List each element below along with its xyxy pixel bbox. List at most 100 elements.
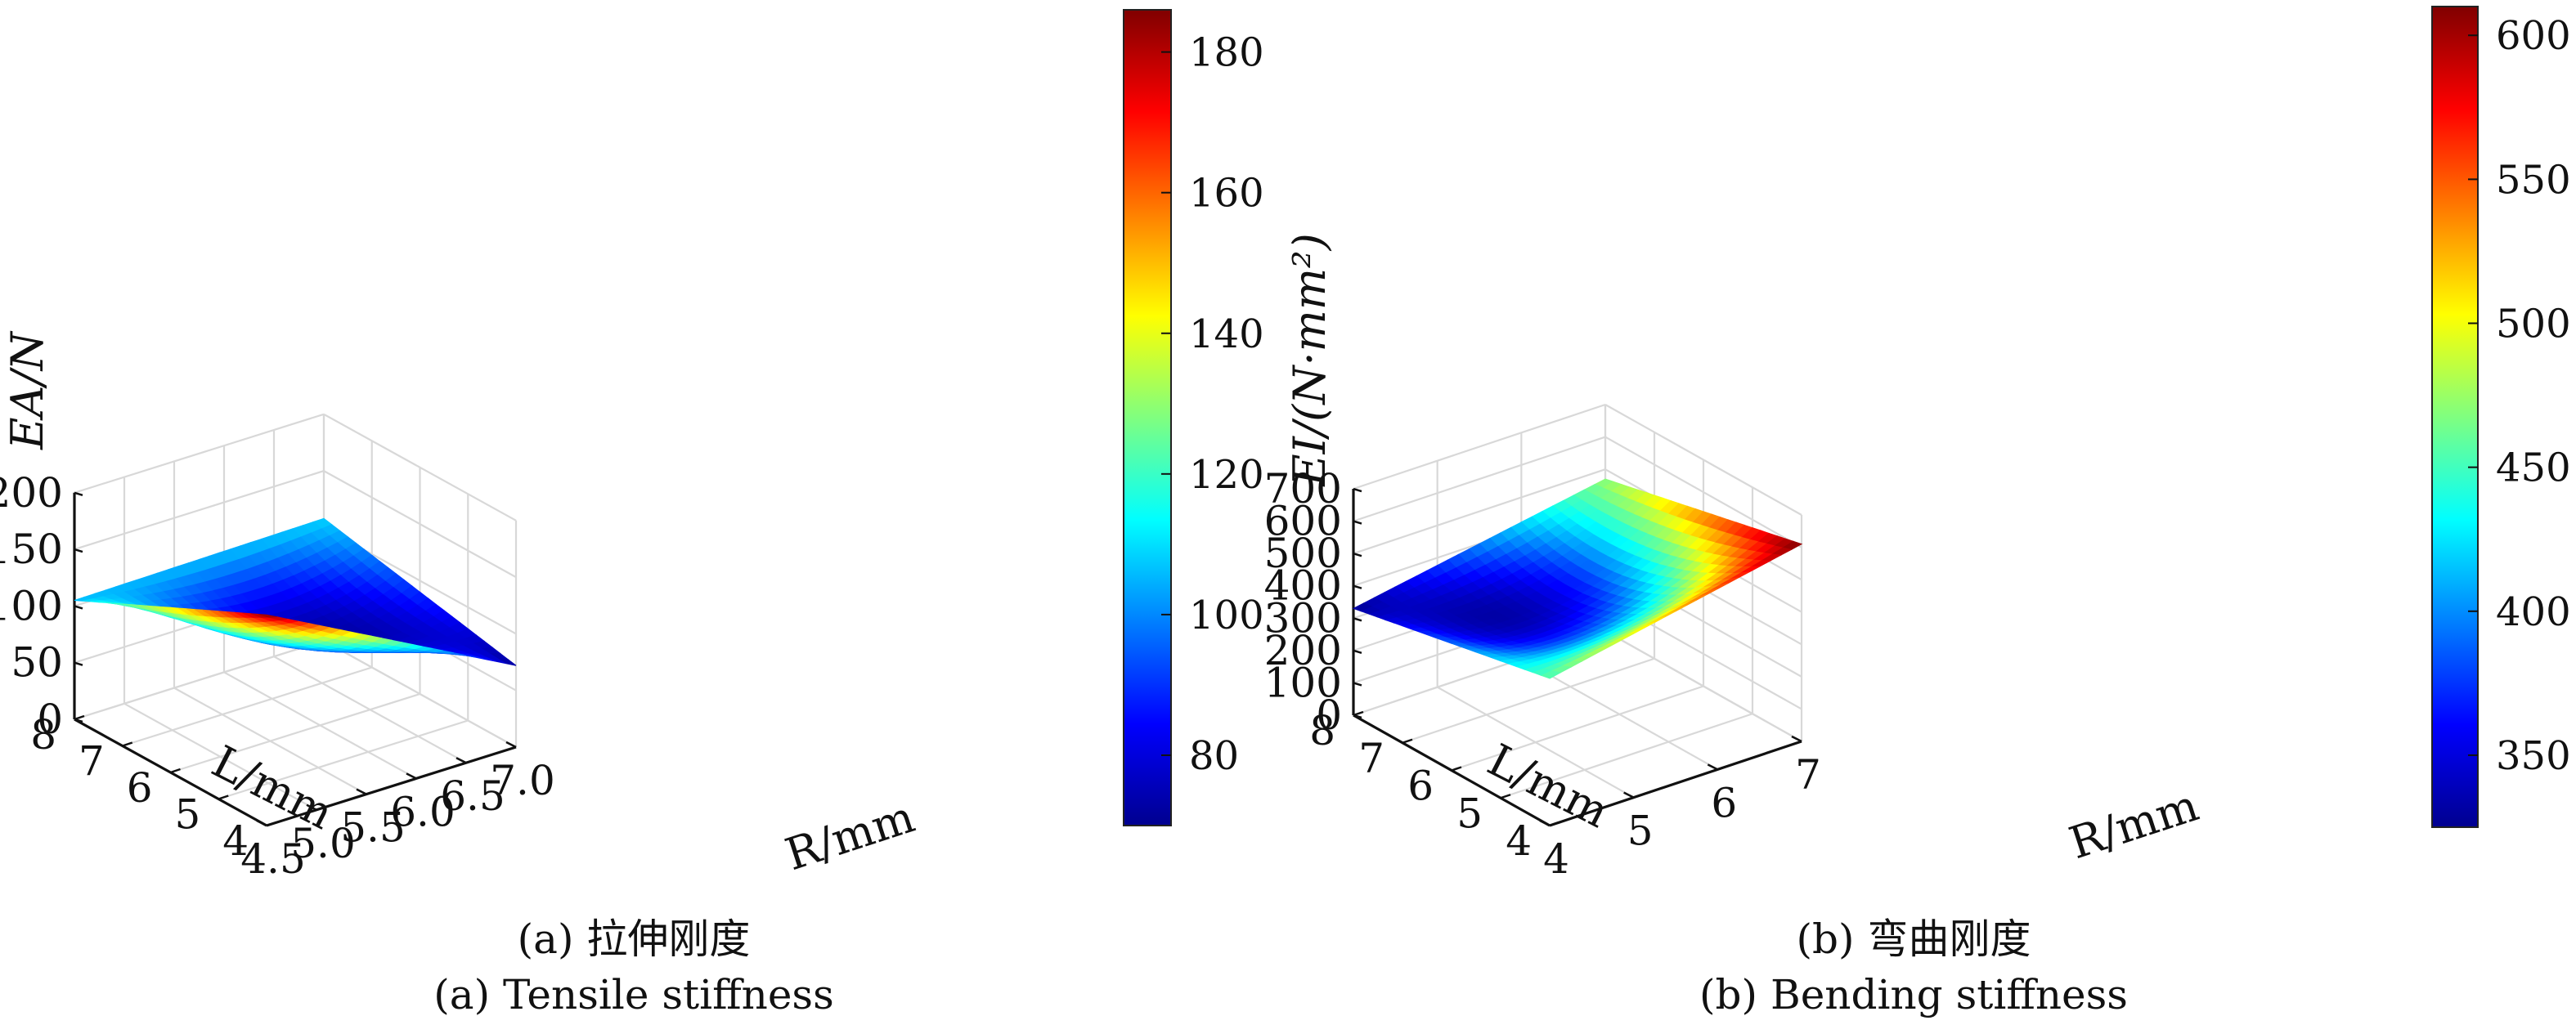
x-tick-label: 6 <box>1711 779 1737 826</box>
z-tick-mark <box>1353 520 1362 525</box>
z-tick-label: 200 <box>0 469 63 517</box>
colorbar-tick-label: 100 <box>1189 593 1264 638</box>
panel-b-caption-cn: (b) 弯曲刚度 <box>1797 915 2031 963</box>
colorbar-tick-label: 180 <box>1189 30 1264 76</box>
z-tick-mark <box>74 661 83 666</box>
grid-line <box>1353 403 1606 490</box>
z-tick-label: 200 <box>1264 627 1342 674</box>
z-tick-label: 100 <box>0 582 63 629</box>
x-tick-label: 5.5 <box>340 804 406 852</box>
x-axis-line <box>266 745 517 827</box>
grid-line <box>74 639 325 721</box>
colorbar-tick-label: 550 <box>2496 157 2571 203</box>
y-tick-mark <box>218 794 229 800</box>
grid-line <box>1353 436 1606 522</box>
y-tick-label: 5 <box>174 791 200 839</box>
y-tick-mark <box>1549 821 1560 827</box>
x-tick-label: 4.5 <box>240 835 306 883</box>
y-tick-label: 8 <box>1309 707 1335 754</box>
panel-a-xlabel: R/mm <box>779 791 921 881</box>
y-tick-mark <box>122 741 133 747</box>
x-tick-label: 5 <box>1627 808 1654 855</box>
colorbar-tick-label: 160 <box>1189 171 1264 217</box>
y-tick-mark <box>170 768 181 774</box>
grid-line <box>323 470 517 579</box>
panel-b-colorbar-ticks: 350 400 450 500 550 600 <box>2468 13 2571 779</box>
surface-patch <box>258 614 277 618</box>
x-tick-mark <box>456 757 467 764</box>
y-tick-label: 4 <box>222 817 249 865</box>
colorbar-tick-label: 600 <box>2496 13 2571 59</box>
colorbar-tick-label: 500 <box>2496 302 2571 347</box>
z-tick-label: 0 <box>1316 692 1342 739</box>
x-tick-mark <box>406 772 417 780</box>
surface-patch <box>1540 670 1562 679</box>
panel-a-surface <box>74 517 517 666</box>
panel-a-colorbar <box>1123 9 1172 826</box>
colorbar-tick-label: 350 <box>2496 733 2571 779</box>
grid-line <box>170 692 420 774</box>
grid-line <box>1604 630 1802 742</box>
y-tick-label: 6 <box>127 764 153 812</box>
z-tick-label: 700 <box>1264 465 1342 512</box>
x-tick-label: 4 <box>1543 835 1569 883</box>
panel-a-zlabel: EA/N <box>2 330 53 450</box>
y-tick-mark <box>74 714 85 721</box>
z-tick-mark <box>74 605 83 610</box>
x-tick-label: 6.0 <box>390 788 456 835</box>
z-tick-mark <box>74 548 83 553</box>
colorbar-tick-label: 450 <box>2496 445 2571 491</box>
grid-line <box>1500 713 1753 799</box>
x-tick-mark <box>356 788 367 795</box>
colorbar-tick-label: 140 <box>1189 311 1264 357</box>
x-tick-mark <box>306 803 317 811</box>
panel-b-caption-en: (b) Bending stiffness <box>1699 971 2128 1018</box>
grid-line <box>1402 657 1655 744</box>
x-axis-line <box>1549 740 1802 827</box>
z-tick-mark <box>1353 617 1362 622</box>
panel-a-caption-cn: (a) 拉伸刚度 <box>518 915 751 963</box>
x-tick-label: 7 <box>1795 751 1821 799</box>
grid-line <box>1451 685 1704 772</box>
z-tick-mark <box>74 491 83 496</box>
grid-line <box>218 719 469 800</box>
colorbar-tick-label: 80 <box>1189 733 1239 779</box>
z-tick-label: 600 <box>1264 498 1342 545</box>
y-tick-mark <box>1500 794 1511 799</box>
x-tick-mark <box>1623 791 1635 799</box>
z-tick-mark <box>1353 487 1362 493</box>
z-tick-label: 150 <box>0 526 63 573</box>
panel-b-xlabel: R/mm <box>2063 780 2205 870</box>
y-tick-label: 4 <box>1506 817 1532 865</box>
panel-a-caption-en: (a) Tensile stiffness <box>433 971 833 1018</box>
z-tick-label: 50 <box>11 639 63 687</box>
x-tick-label: 7.0 <box>490 757 555 804</box>
colorbar-tick-label: 120 <box>1189 452 1264 498</box>
y-tick-mark <box>1402 738 1413 744</box>
x-tick-mark <box>256 819 267 827</box>
x-tick-label: 6.5 <box>440 772 505 820</box>
z-tick-mark <box>1353 649 1362 655</box>
panel-a-colorbar-ticks: 80 100 120 140 160 180 <box>1161 30 1264 779</box>
grid-line <box>323 640 517 748</box>
x-tick-mark <box>1791 735 1802 743</box>
x-tick-label: 5.0 <box>290 820 356 867</box>
z-tick-label: 400 <box>1264 562 1342 610</box>
y-tick-label: 8 <box>30 711 56 759</box>
z-tick-label: 500 <box>1264 530 1342 577</box>
grid-line <box>74 470 325 551</box>
z-tick-mark <box>1353 584 1362 589</box>
x-tick-mark <box>505 741 517 749</box>
panel-b-zlabel: EI/(N·mm²) <box>1284 233 1335 487</box>
panel-b-surface <box>1352 478 1803 679</box>
z-tick-mark <box>1353 682 1362 687</box>
panel-b-colorbar <box>2431 6 2479 828</box>
grid-line <box>74 413 325 494</box>
y-tick-mark <box>266 821 277 827</box>
grid-line <box>323 413 517 521</box>
